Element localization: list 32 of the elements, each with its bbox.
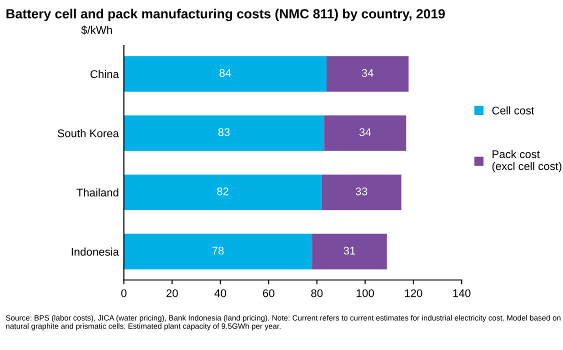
legend-label: Cell cost xyxy=(492,106,534,114)
x-tick-label: 20 xyxy=(166,289,178,298)
data-label: 34 xyxy=(359,128,371,136)
legend-label: Pack cost (excl cell cost) xyxy=(492,150,562,172)
x-tick-label: 60 xyxy=(263,289,274,298)
x-tick-label: 40 xyxy=(214,289,226,298)
bar xyxy=(324,115,406,151)
bar xyxy=(326,56,409,92)
data-label: 83 xyxy=(218,128,230,136)
y-tick-label: China xyxy=(90,70,119,78)
data-label: 84 xyxy=(220,69,232,77)
x-tick-label: 120 xyxy=(404,289,422,298)
data-label: 34 xyxy=(362,69,374,77)
bar xyxy=(124,56,327,92)
y-tick-label: Thailand xyxy=(76,188,118,196)
data-label: 31 xyxy=(344,246,356,255)
chart-title: Battery cell and pack manufacturing costs (NMC 811) by country, 2019 xyxy=(6,8,445,22)
y-tick-label: South Korea xyxy=(58,129,119,138)
data-label: 82 xyxy=(217,187,228,196)
data-label: 78 xyxy=(212,246,224,255)
bar xyxy=(322,174,402,210)
bar xyxy=(124,174,322,210)
bar xyxy=(124,234,312,270)
x-tick-label: 140 xyxy=(453,289,470,298)
y-tick-label: Indonesia xyxy=(72,248,119,256)
bar xyxy=(312,234,387,270)
x-tick-label: 0 xyxy=(121,289,127,298)
data-label: 33 xyxy=(356,187,368,196)
bar xyxy=(124,115,324,151)
y-axis-title: $/kWh xyxy=(81,26,112,35)
x-tick-label: 100 xyxy=(356,289,374,298)
x-tick-label: 80 xyxy=(311,289,323,298)
